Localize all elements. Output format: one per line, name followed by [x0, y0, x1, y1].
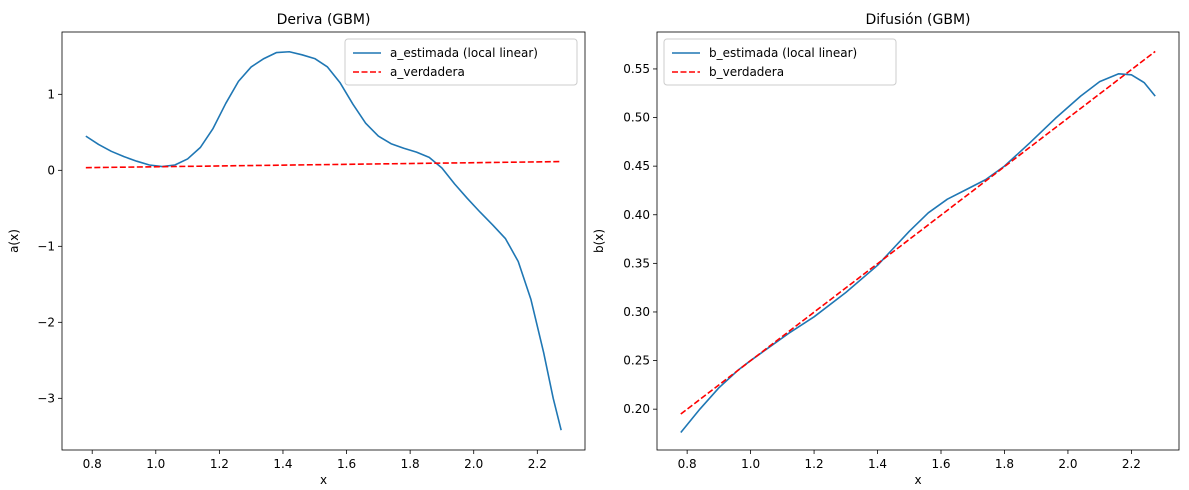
y-tick-label: 0: [47, 163, 55, 177]
x-tick-label: 2.2: [528, 457, 547, 471]
legend-label-1: b_estimada (local linear): [709, 46, 857, 60]
x-tick-label: 2.0: [1058, 457, 1077, 471]
y-tick-label: 0.35: [623, 256, 650, 270]
x-tick-label: 1.4: [273, 457, 292, 471]
y-tick-label: −2: [37, 315, 55, 329]
legend-label-2: a_verdadera: [390, 65, 465, 79]
legend-box: [663, 38, 897, 86]
x-tick-label: 1.2: [805, 457, 824, 471]
x-tick-label: 0.8: [678, 457, 697, 471]
y-tick-label: 0.20: [623, 402, 650, 416]
series-line-2: [85, 160, 562, 169]
x-tick-label: 2.0: [464, 457, 483, 471]
y-tick-label: −1: [37, 239, 55, 253]
legend: a_estimada (local linear) a_verdadera: [344, 38, 578, 86]
legend-label-2: b_verdadera: [709, 65, 784, 79]
x-tick-label: 1.8: [401, 457, 420, 471]
series-line-2: [680, 50, 1156, 415]
y-tick-label: −3: [37, 391, 55, 405]
y-tick-label: 0.30: [623, 305, 650, 319]
y-tick-label: 0.40: [623, 208, 650, 222]
y-axis-label: b(x): [592, 229, 606, 253]
x-tick-label: 1.2: [210, 457, 229, 471]
plot-frame: [656, 31, 1180, 451]
x-tick-label: 1.0: [741, 457, 760, 471]
y-tick-label: 0.50: [623, 111, 650, 125]
x-tick-label: 1.0: [146, 457, 165, 471]
y-tick-label: 0.55: [623, 62, 650, 76]
y-axis-label: a(x): [7, 229, 21, 253]
x-tick-label: 1.4: [868, 457, 887, 471]
y-tick-label: 0.25: [623, 354, 650, 368]
series-line-1: [680, 73, 1156, 434]
x-tick-label: 1.6: [931, 457, 950, 471]
x-axis-label: x: [320, 473, 327, 487]
chart-1: Deriva (GBM) 0.8 1.0 1.2 1.4 1.6 1.8 2.0 2.2 −3 −2…: [7, 12, 586, 487]
chart-2: Difusión (GBM) 0.8 1.0 1.2 1.4 1.6 1.8 2.0 2.2 0.…: [592, 12, 1180, 487]
x-tick-label: 1.6: [337, 457, 356, 471]
legend: b_estimada (local linear) b_verdadera: [663, 38, 897, 86]
chart-title: Difusión (GBM): [866, 12, 971, 28]
legend-box: [344, 38, 578, 86]
legend-label-1: a_estimada (local linear): [390, 46, 538, 60]
y-tick-label: 1: [47, 87, 55, 101]
x-tick-label: 1.8: [995, 457, 1014, 471]
x-axis-label: x: [914, 473, 921, 487]
series-line-1: [85, 50, 562, 431]
x-tick-label: 2.2: [1122, 457, 1141, 471]
plot-frame: [61, 31, 586, 451]
x-tick-label: 0.8: [83, 457, 102, 471]
y-tick-label: 0.45: [623, 159, 650, 173]
chart-title: Deriva (GBM): [277, 12, 371, 28]
